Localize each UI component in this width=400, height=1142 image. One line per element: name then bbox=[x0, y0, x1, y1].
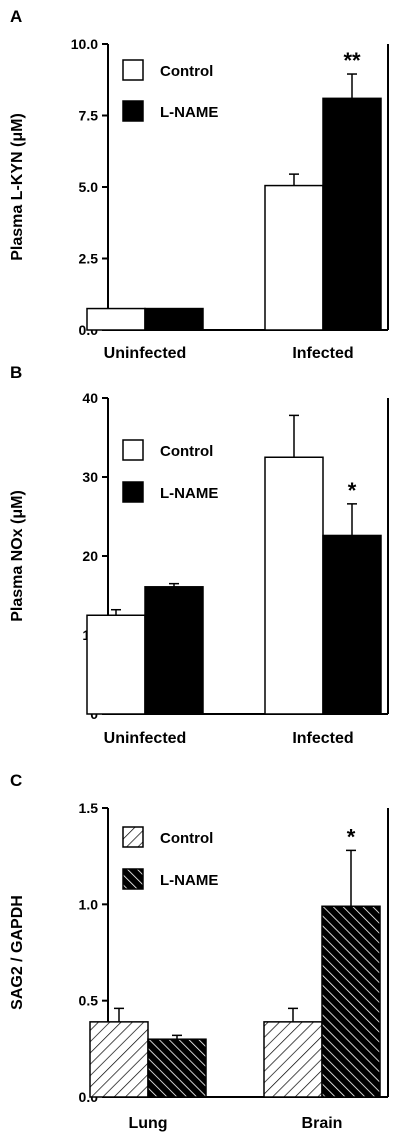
bar-control-infected bbox=[264, 184, 324, 331]
bar-control-lung bbox=[89, 1021, 149, 1098]
y-tick-label: 0.5 bbox=[79, 993, 99, 1009]
legend-swatch bbox=[122, 868, 144, 890]
legend-label: Control bbox=[160, 830, 213, 847]
legend-label: L-NAME bbox=[160, 872, 218, 889]
bar-control-infected bbox=[264, 456, 324, 715]
bar-l-name-uninfected bbox=[144, 586, 204, 715]
bar-l-name-lung bbox=[147, 1038, 207, 1098]
y-tick-label: 30 bbox=[82, 469, 98, 485]
y-tick-label: 1.5 bbox=[79, 800, 99, 816]
bar-l-name-infected bbox=[322, 97, 382, 331]
legend-label: Control bbox=[160, 63, 213, 80]
bar-control-uninfected bbox=[86, 614, 146, 715]
panel-letter: B bbox=[10, 363, 22, 382]
y-axis-label: Plasma NOx (μM) bbox=[9, 490, 26, 622]
bar-control-uninfected bbox=[86, 307, 146, 331]
bar-l-name-brain bbox=[321, 905, 381, 1098]
significance-marker: ** bbox=[343, 48, 361, 73]
y-tick-label: 7.5 bbox=[79, 108, 99, 124]
x-category-label: Brain bbox=[302, 1115, 343, 1132]
legend-swatch bbox=[122, 100, 144, 122]
y-tick-label: 5.0 bbox=[79, 179, 99, 195]
y-tick-label: 10.0 bbox=[71, 36, 98, 52]
significance-marker: * bbox=[348, 478, 357, 503]
x-category-label: Uninfected bbox=[104, 730, 187, 747]
panel-letter: A bbox=[10, 7, 22, 26]
y-axis-label: SAG2 / GAPDH bbox=[9, 895, 26, 1010]
bar-l-name-uninfected bbox=[144, 307, 204, 331]
bar-control-brain bbox=[263, 1021, 323, 1098]
y-tick-label: 40 bbox=[82, 390, 98, 406]
legend-swatch bbox=[122, 481, 144, 503]
x-category-label: Uninfected bbox=[104, 345, 187, 362]
legend-label: L-NAME bbox=[160, 485, 218, 502]
x-category-label: Infected bbox=[292, 345, 353, 362]
panel-letter: C bbox=[10, 771, 22, 790]
legend-label: Control bbox=[160, 443, 213, 460]
legend-swatch bbox=[122, 439, 144, 461]
x-category-label: Infected bbox=[292, 730, 353, 747]
bar-l-name-infected bbox=[322, 534, 382, 715]
y-axis-label: Plasma L-KYN (μM) bbox=[9, 113, 26, 261]
y-tick-label: 20 bbox=[82, 548, 98, 564]
legend-swatch bbox=[122, 59, 144, 81]
x-category-label: Lung bbox=[128, 1115, 167, 1132]
y-tick-label: 2.5 bbox=[79, 251, 99, 267]
legend-label: L-NAME bbox=[160, 104, 218, 121]
legend-swatch bbox=[122, 826, 144, 848]
y-tick-label: 1.0 bbox=[79, 896, 99, 912]
significance-marker: * bbox=[347, 824, 356, 849]
